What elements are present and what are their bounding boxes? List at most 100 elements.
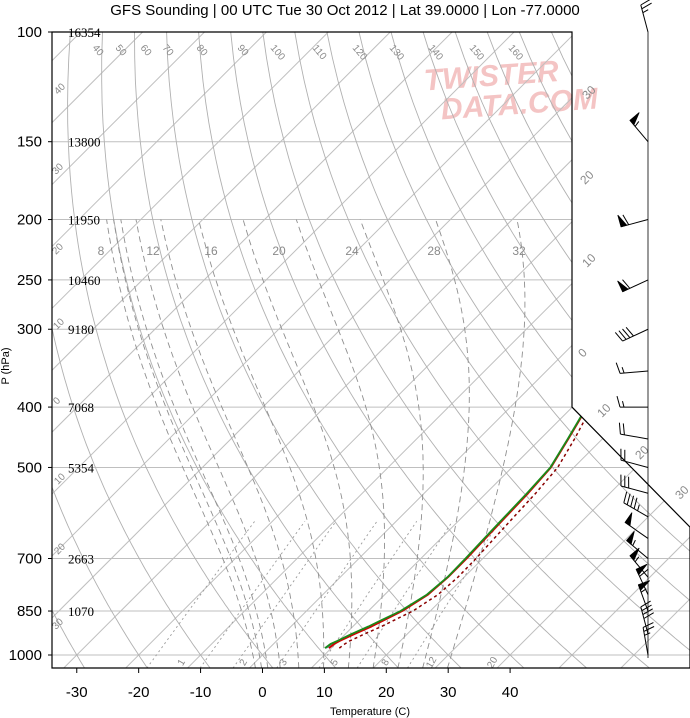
height-label-200: 11950 bbox=[68, 213, 100, 228]
moist-adiabat-label-2: 16 bbox=[204, 244, 218, 258]
height-label-250: 10460 bbox=[68, 273, 101, 288]
plot-border bbox=[51, 31, 690, 669]
wind-barb-6 bbox=[624, 512, 649, 539]
watermark: TWISTER DATA.COM bbox=[423, 55, 600, 126]
y-tick-label-200: 200 bbox=[17, 212, 42, 229]
mixing-ratio-3 bbox=[276, 521, 378, 668]
height-label-700: 2663 bbox=[68, 551, 94, 566]
wind-barb-feather bbox=[622, 423, 625, 435]
x-tick-label-0: 0 bbox=[258, 684, 266, 701]
isotherm--60 bbox=[52, 32, 529, 668]
wind-barb-shaft bbox=[620, 433, 649, 440]
height-label-300: 9180 bbox=[68, 322, 94, 337]
height-label-400: 7068 bbox=[68, 400, 94, 415]
wind-barb-9 bbox=[620, 448, 649, 468]
y-tick-label-400: 400 bbox=[17, 399, 42, 416]
mixing-ratio-2 bbox=[232, 521, 337, 668]
mixing-ratio-label-3: 5 bbox=[329, 657, 342, 668]
wind-barb-feather bbox=[630, 495, 635, 507]
dry-adiabat-label-8: 50 bbox=[113, 43, 129, 59]
moist-adiabat-3 bbox=[135, 219, 281, 668]
dry-adiabat-110 bbox=[422, 32, 690, 668]
wind-barb-feather bbox=[622, 279, 631, 289]
mixing-ratio-0 bbox=[146, 521, 256, 668]
height-label-850: 1070 bbox=[68, 604, 94, 619]
mixing-ratio-1 bbox=[199, 521, 306, 668]
wind-barb-half-feather bbox=[634, 121, 640, 127]
isotherm--90 bbox=[52, 32, 343, 668]
wind-barb-half-feather bbox=[644, 632, 651, 636]
dry-adiabat--30 bbox=[52, 32, 86, 668]
isotherm-30 bbox=[434, 32, 690, 668]
wind-barb-pennant bbox=[617, 214, 628, 228]
y-tick-label-150: 150 bbox=[17, 134, 42, 151]
dry-adiabat-label-14: 110 bbox=[310, 43, 329, 63]
wind-barb-8 bbox=[620, 474, 649, 494]
series-virtual-temperature bbox=[338, 219, 690, 649]
dry-adiabat--20 bbox=[52, 32, 148, 668]
wind-barb-17 bbox=[640, 0, 652, 33]
dry-adiabat-90 bbox=[358, 32, 690, 668]
moist-adiabat-7 bbox=[295, 219, 385, 668]
wind-barb-shaft bbox=[620, 370, 649, 374]
wind-barb-feather bbox=[622, 214, 630, 225]
mixing-ratio-label-5: 12 bbox=[424, 655, 439, 671]
chart-title: GFS Sounding | 00 UTC Tue 30 Oct 2012 | … bbox=[110, 2, 580, 19]
isotherm-label-left-5: 10 bbox=[52, 471, 68, 487]
wind-barb-feather bbox=[615, 362, 621, 374]
wind-barb-feather bbox=[618, 330, 627, 340]
isotherm--70 bbox=[52, 32, 467, 668]
isotherm--20 bbox=[125, 32, 690, 668]
dry-adiabat-label-11: 80 bbox=[194, 43, 210, 59]
y-tick-label-300: 300 bbox=[17, 321, 42, 338]
dry-adiabat-label-7: 40 bbox=[90, 43, 106, 59]
wind-barb-pennant bbox=[626, 531, 635, 546]
wind-barb-half-feather bbox=[637, 504, 640, 511]
isotherm-label-right-5: 20 bbox=[632, 443, 652, 463]
wind-barb-13 bbox=[614, 326, 649, 342]
wind-barb-feather bbox=[643, 612, 654, 619]
isotherm-40 bbox=[496, 32, 690, 668]
moist-adiabat-1 bbox=[113, 219, 263, 668]
mixing-ratio-5 bbox=[356, 521, 453, 668]
moist-adiabat-8 bbox=[359, 219, 424, 668]
y-axis-title: P (hPa) bbox=[0, 347, 12, 384]
dry-adiabat-50 bbox=[230, 32, 588, 668]
wind-barb-half-feather bbox=[621, 367, 625, 374]
wind-barb-feather bbox=[614, 332, 623, 342]
moist-adiabat-2 bbox=[120, 219, 269, 668]
wind-barb-15 bbox=[617, 214, 649, 228]
dry-adiabat-80 bbox=[326, 32, 690, 668]
wind-barb-pennant bbox=[617, 280, 629, 293]
x-tick-label--20: -20 bbox=[128, 684, 150, 701]
dry-adiabat-label-13: 100 bbox=[268, 43, 287, 63]
isotherm--80 bbox=[52, 32, 405, 668]
y-tick-label-700: 700 bbox=[17, 550, 42, 567]
isotherm--100 bbox=[52, 32, 281, 668]
mixing-ratio-label-6: 20 bbox=[485, 655, 500, 671]
isotherm-label-left-0: 40 bbox=[52, 81, 68, 97]
wind-barb-shaft bbox=[620, 485, 649, 494]
dry-adiabat-10 bbox=[101, 32, 337, 668]
moist-adiabat-label-5: 28 bbox=[427, 244, 441, 258]
wind-barb-shaft bbox=[642, 627, 649, 656]
isotherm-label-left-4: 0 bbox=[51, 395, 63, 407]
moist-adiabat-0 bbox=[106, 219, 256, 668]
isotherm--30 bbox=[63, 32, 690, 668]
wind-barb-5 bbox=[626, 531, 649, 559]
wind-barb-half-feather bbox=[634, 556, 640, 563]
height-label-150: 13800 bbox=[68, 135, 101, 150]
x-tick-label-20: 20 bbox=[378, 684, 395, 701]
wind-barb-11 bbox=[616, 395, 649, 408]
mixing-ratio-label-0: 1 bbox=[176, 657, 189, 668]
dry-adiabat-40 bbox=[198, 32, 525, 668]
dry-adiabat-170 bbox=[615, 32, 690, 668]
dry-adiabat-20 bbox=[134, 32, 399, 668]
isotherm-label-right-1: 20 bbox=[577, 168, 597, 188]
dry-adiabat-60 bbox=[262, 32, 650, 668]
wind-barb-feather bbox=[633, 497, 638, 509]
x-tick-label-30: 30 bbox=[440, 684, 457, 701]
wind-barb-feather bbox=[641, 2, 652, 10]
